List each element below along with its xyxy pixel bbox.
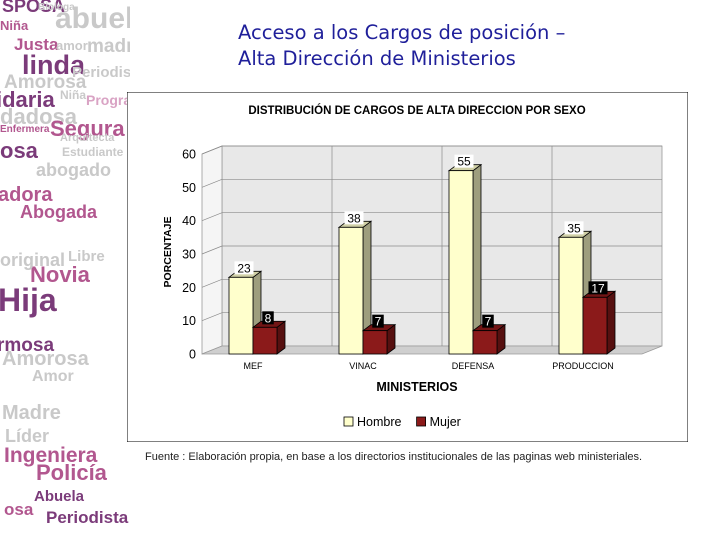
collage-word: abogado (36, 160, 111, 180)
collage-word: osa (4, 500, 34, 519)
y-tick-label: 0 (189, 348, 196, 362)
data-label: 7 (485, 315, 492, 329)
bar-chart: DISTRIBUCIÓN DE CARGOS DE ALTA DIRECCION… (126, 91, 689, 443)
collage-word: Amor (32, 368, 74, 385)
gridline (201, 312, 662, 321)
x-tick-label: PRODUCCION (552, 361, 614, 371)
x-tick-label: MEF (244, 361, 264, 371)
bar (228, 276, 254, 355)
bar (472, 330, 498, 355)
collage-word: Estudiante (62, 145, 124, 159)
x-tick-label: VINAC (349, 361, 377, 371)
collage-word: abuela (55, 2, 130, 35)
chart-legend: Hombre Mujer (343, 415, 461, 429)
y-tick-label: 40 (182, 214, 196, 228)
collage-word: rmosa (0, 335, 55, 356)
slide-title-line-2: Alta Dirección de Ministerios (238, 47, 516, 70)
chart-title: DISTRIBUCIÓN DE CARGOS DE ALTA DIRECCION… (248, 104, 585, 117)
collage-word: SPOSA (2, 0, 66, 16)
collage-word: Niña (0, 18, 29, 33)
decorative-word-collage: SPOSA abuela Niña Biologa Justa amor mad… (0, 0, 130, 540)
data-label: 38 (347, 211, 361, 225)
x-tick-label: DEFENSA (452, 361, 495, 371)
data-label-box (588, 281, 608, 295)
data-label-box (564, 221, 584, 235)
collage-word: Arquitecta (60, 132, 115, 144)
collage-word: madre (87, 36, 130, 57)
y-tick-label: 30 (182, 248, 196, 262)
bar (338, 226, 364, 355)
y-tick-label: 10 (182, 314, 196, 328)
legend-swatch (343, 416, 354, 427)
collage-word: Amorosa (4, 72, 87, 93)
data-label-box (454, 154, 474, 168)
data-label: 23 (237, 261, 251, 275)
collage-word: Justa (14, 35, 59, 54)
collage-word: Líder (5, 426, 50, 446)
collage-word: Policía (36, 460, 107, 485)
bar-side (606, 290, 616, 355)
collage-word: Segura (50, 116, 125, 141)
gridline (201, 245, 662, 255)
data-label: 8 (265, 311, 272, 325)
y-axis-label: PORCENTAJE (162, 217, 174, 288)
slide-title: Acceso a los Cargos de posición – Alta D… (238, 20, 698, 72)
collage-word: Periodista (46, 508, 129, 527)
collage-word: Biologa (38, 2, 75, 13)
collage-word: adora (0, 184, 53, 206)
collage-word: osa (0, 138, 38, 163)
collage-word: Libre (68, 248, 105, 265)
data-label: 55 (457, 155, 471, 169)
collage-word: Ingeniera (4, 444, 98, 467)
data-label: 7 (375, 315, 382, 329)
collage-word: Hija (0, 282, 57, 318)
source-note: Fuente : Elaboración propia, en base a l… (145, 451, 643, 463)
collage-word: Niña (60, 88, 87, 102)
collage-word: dadosa (0, 104, 78, 129)
collage-word: Abogada (20, 202, 98, 222)
bar (252, 326, 278, 355)
bar (582, 296, 608, 355)
collage-word: idaria (0, 87, 55, 112)
slide-title-line-1: Acceso a los Cargos de posición – (238, 21, 566, 44)
collage-word: Amorosa (2, 348, 89, 370)
gridline (201, 278, 662, 288)
gridline (201, 178, 662, 188)
legend-label: Mujer (430, 415, 461, 429)
gridline (201, 212, 662, 221)
data-label-box (372, 314, 384, 328)
data-label-box (344, 211, 364, 225)
chart-container: DISTRIBUCIÓN DE CARGOS DE ALTA DIRECCION… (126, 91, 689, 443)
data-label: 17 (591, 281, 605, 295)
bar (558, 236, 584, 355)
collage-word: Programa (86, 92, 130, 108)
legend-swatch (416, 416, 427, 427)
collage-word: linda (22, 50, 86, 80)
collage-word: Enfermera (0, 124, 50, 135)
plot-area: 0 10 20 30 40 50 60 23 8 MEF 38 7 VINAC 55 7 DEFENSA 35 1… (182, 145, 663, 371)
collage-word: Periodista (72, 64, 130, 81)
data-label-box (262, 311, 274, 325)
collage-word: Novia (30, 262, 90, 287)
x-axis-label: MINISTERIOS (376, 380, 457, 394)
legend-label: Hombre (357, 415, 402, 429)
data-label-box (234, 261, 254, 275)
collage-word: Abuela (34, 488, 85, 505)
collage-word: original (0, 250, 66, 270)
data-label-box (482, 314, 494, 328)
bar (362, 330, 388, 355)
y-tick-label: 50 (182, 181, 196, 195)
data-label: 35 (567, 221, 581, 235)
bar (448, 170, 474, 355)
y-tick-label: 20 (182, 281, 196, 295)
collage-word: Madre (2, 402, 61, 424)
y-tick-label: 60 (182, 148, 196, 162)
gridline (201, 145, 662, 155)
collage-word: amor (56, 38, 88, 53)
